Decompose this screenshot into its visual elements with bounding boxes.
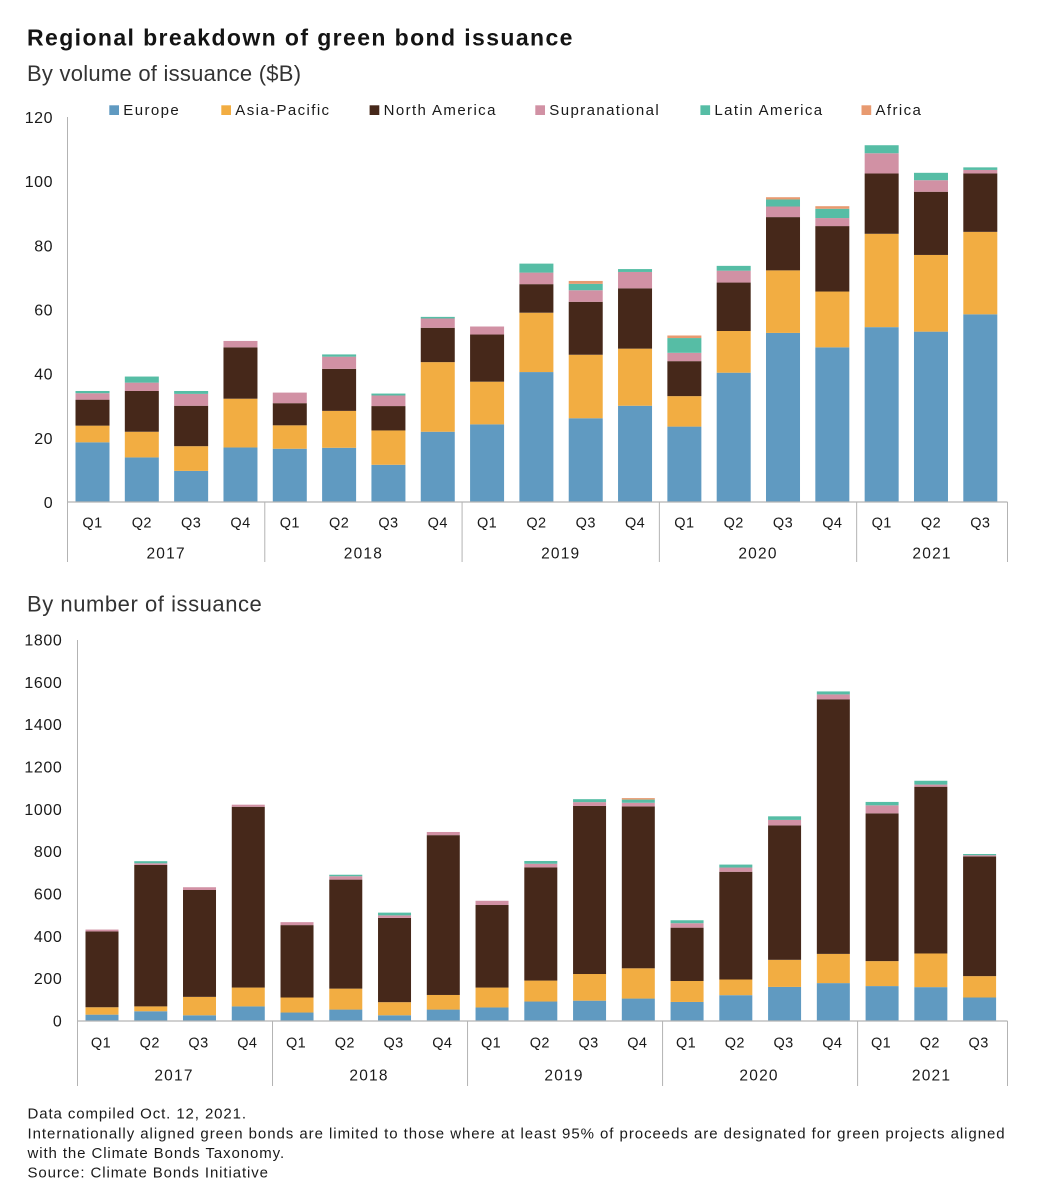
svg-text:20: 20: [34, 431, 53, 448]
svg-text:80: 80: [34, 238, 53, 255]
svg-text:Q3: Q3: [378, 516, 398, 532]
svg-text:60: 60: [34, 303, 53, 320]
svg-text:2018: 2018: [349, 1068, 388, 1085]
svg-text:Q2: Q2: [526, 516, 546, 532]
svg-text:2019: 2019: [544, 1068, 583, 1085]
svg-text:with the Climate Bonds Taxonom: with the Climate Bonds Taxonomy.: [27, 1145, 286, 1162]
svg-text:By number of issuance: By number of issuance: [27, 592, 262, 617]
svg-text:800: 800: [34, 844, 63, 861]
svg-text:Africa: Africa: [876, 102, 923, 119]
svg-text:North America: North America: [384, 102, 497, 119]
svg-text:2021: 2021: [912, 1068, 951, 1085]
svg-text:1600: 1600: [24, 675, 62, 692]
svg-text:1000: 1000: [24, 802, 62, 819]
svg-text:40: 40: [34, 367, 53, 384]
svg-text:200: 200: [34, 971, 63, 988]
svg-text:By volume of issuance ($B): By volume of issuance ($B): [27, 61, 301, 86]
svg-text:Q1: Q1: [872, 516, 892, 532]
svg-text:Q3: Q3: [383, 1036, 403, 1052]
svg-text:Regional breakdown of green bo: Regional breakdown of green bond issuanc…: [27, 25, 574, 51]
svg-text:Q3: Q3: [181, 516, 201, 532]
svg-text:Q1: Q1: [674, 516, 694, 532]
svg-text:Q2: Q2: [725, 1036, 745, 1052]
svg-text:Q4: Q4: [822, 1036, 842, 1052]
svg-text:Q1: Q1: [871, 1036, 891, 1052]
svg-text:Europe: Europe: [123, 102, 180, 119]
svg-text:Q4: Q4: [230, 516, 250, 532]
svg-text:1800: 1800: [24, 633, 62, 650]
svg-text:Q2: Q2: [530, 1036, 550, 1052]
svg-text:1400: 1400: [24, 717, 62, 734]
svg-text:Q3: Q3: [188, 1036, 208, 1052]
svg-text:Supranational: Supranational: [549, 102, 660, 119]
svg-text:Q3: Q3: [970, 516, 990, 532]
svg-text:Q4: Q4: [625, 516, 645, 532]
svg-text:Q1: Q1: [82, 516, 102, 532]
svg-text:Q4: Q4: [432, 1036, 452, 1052]
svg-text:2019: 2019: [541, 546, 580, 563]
svg-text:Q3: Q3: [969, 1036, 989, 1052]
svg-text:Q1: Q1: [481, 1036, 501, 1052]
svg-text:1200: 1200: [24, 760, 62, 777]
svg-text:Q4: Q4: [428, 516, 448, 532]
svg-text:400: 400: [34, 929, 63, 946]
svg-text:Q4: Q4: [822, 516, 842, 532]
svg-text:Q1: Q1: [477, 516, 497, 532]
svg-text:Q3: Q3: [576, 516, 596, 532]
svg-text:Q1: Q1: [91, 1036, 111, 1052]
svg-text:Q2: Q2: [140, 1036, 160, 1052]
svg-text:120: 120: [25, 110, 54, 127]
svg-text:Data compiled Oct. 12, 2021.: Data compiled Oct. 12, 2021.: [28, 1105, 247, 1122]
svg-text:2017: 2017: [146, 546, 185, 563]
svg-text:Internationally aligned green: Internationally aligned green bonds are …: [28, 1125, 1006, 1142]
svg-text:100: 100: [25, 174, 54, 191]
svg-text:2020: 2020: [739, 1068, 778, 1085]
svg-text:Q3: Q3: [578, 1036, 598, 1052]
svg-text:2021: 2021: [912, 546, 951, 563]
svg-text:Q1: Q1: [280, 516, 300, 532]
svg-text:2017: 2017: [154, 1068, 193, 1085]
svg-text:Q2: Q2: [724, 516, 744, 532]
svg-text:Q2: Q2: [921, 516, 941, 532]
svg-text:Q4: Q4: [627, 1036, 647, 1052]
svg-text:Q2: Q2: [329, 516, 349, 532]
svg-text:Source: Climate Bonds Initiati: Source: Climate Bonds Initiative: [28, 1165, 269, 1182]
svg-text:Q1: Q1: [286, 1036, 306, 1052]
svg-text:Q1: Q1: [676, 1036, 696, 1052]
svg-text:Latin America: Latin America: [714, 102, 823, 119]
svg-text:Q2: Q2: [132, 516, 152, 532]
svg-text:Q3: Q3: [773, 516, 793, 532]
svg-text:0: 0: [53, 1014, 63, 1031]
svg-text:Asia-Pacific: Asia-Pacific: [235, 102, 330, 119]
svg-text:600: 600: [34, 887, 63, 904]
svg-text:0: 0: [44, 495, 54, 512]
svg-text:Q3: Q3: [774, 1036, 794, 1052]
svg-text:Q2: Q2: [335, 1036, 355, 1052]
svg-text:Q2: Q2: [920, 1036, 940, 1052]
svg-text:2020: 2020: [738, 546, 777, 563]
svg-text:Q4: Q4: [237, 1036, 257, 1052]
svg-text:2018: 2018: [344, 546, 383, 563]
